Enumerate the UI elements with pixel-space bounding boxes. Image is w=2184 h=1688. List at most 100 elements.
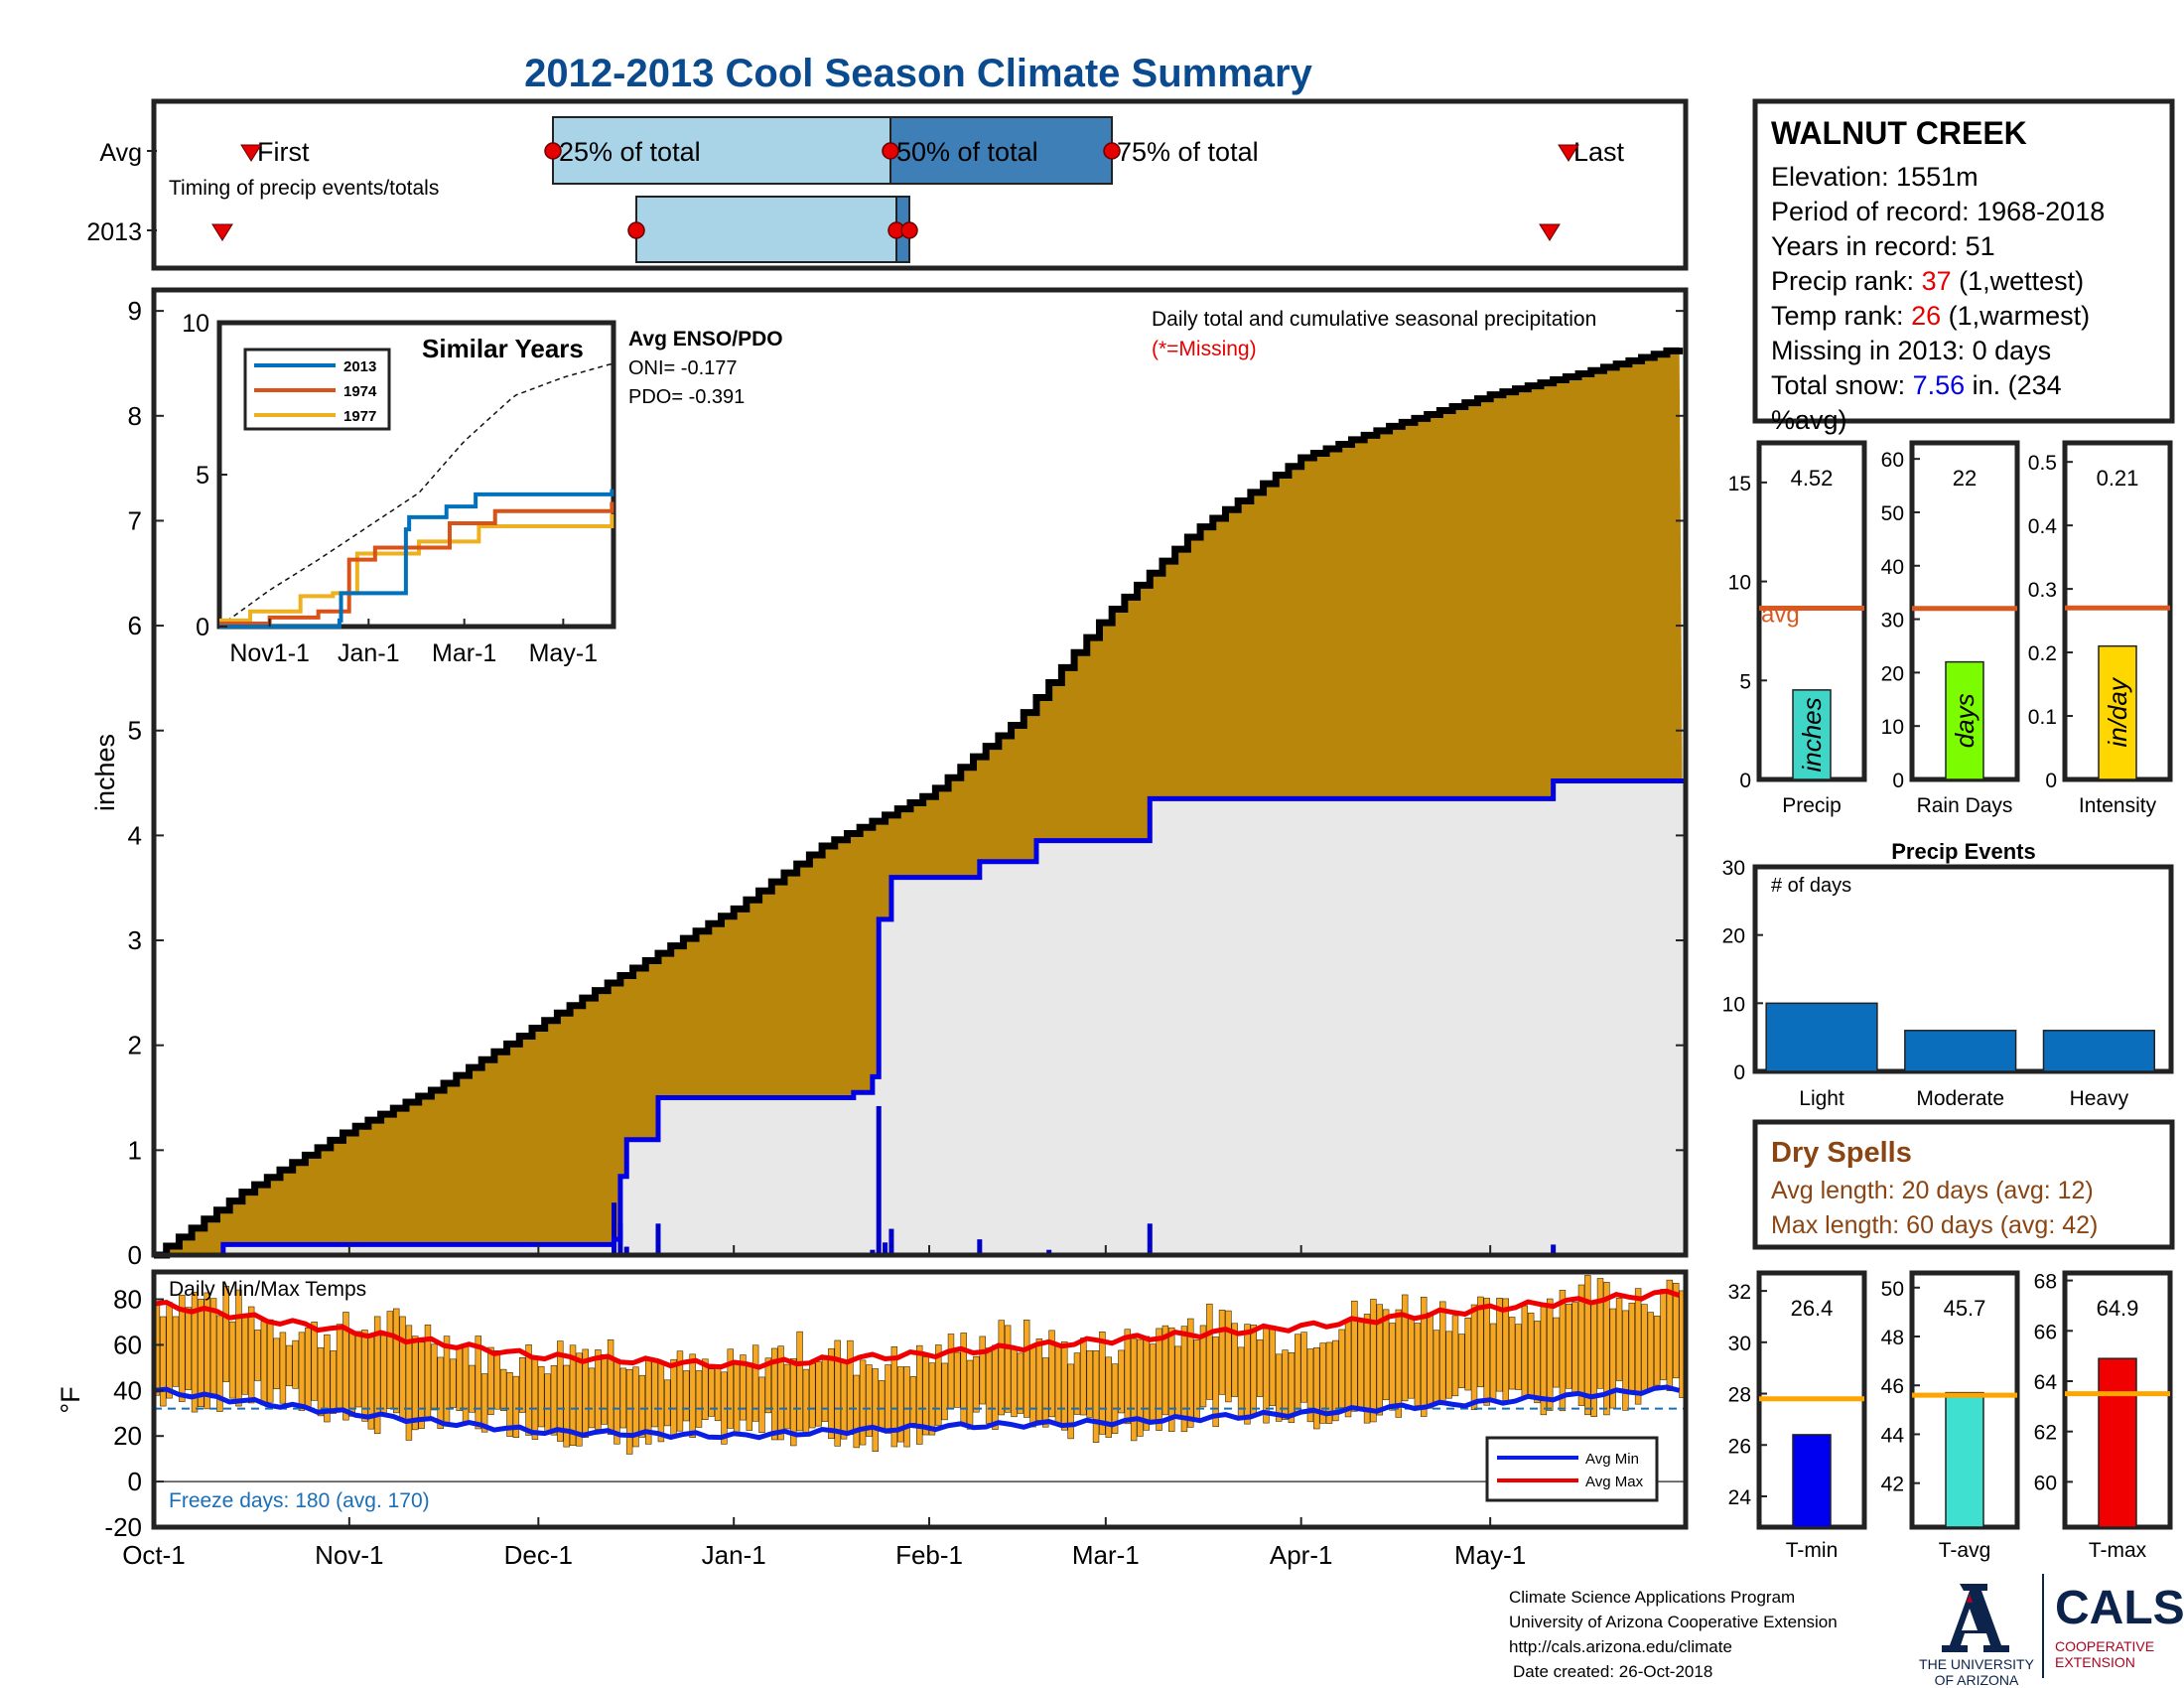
precip-bar-panel: inches avg 4.52 Precip 0 5 10 15 bbox=[1728, 440, 1867, 817]
temp-day-bar bbox=[1143, 1336, 1151, 1431]
main-y-tick-label: 1 bbox=[128, 1135, 142, 1165]
daily-bar bbox=[623, 1246, 629, 1255]
temp-day-bar bbox=[872, 1368, 880, 1452]
temp-day-bar bbox=[557, 1340, 564, 1442]
temp-day-bar bbox=[266, 1319, 274, 1403]
intensity-bar-panel-tick-label: 0.2 bbox=[2028, 642, 2057, 665]
raindays-bar-panel-tick-label: 0 bbox=[1892, 770, 1904, 792]
temp-day-bar bbox=[1521, 1305, 1529, 1398]
temp-day-bar bbox=[512, 1375, 520, 1439]
tavg-bar-panel-tick-label: 44 bbox=[1881, 1424, 1905, 1447]
temp-day-bar bbox=[1295, 1334, 1301, 1415]
tmin-bar-panel-label: T-min bbox=[1786, 1539, 1839, 1562]
temp-day-bar bbox=[828, 1347, 835, 1440]
temp-day-bar bbox=[191, 1292, 199, 1413]
precip-bar-panel-tick-label: 15 bbox=[1728, 473, 1751, 495]
tmax-bar-panel-tick-label: 60 bbox=[2034, 1472, 2057, 1494]
temp-day-bar bbox=[1306, 1348, 1314, 1423]
raindays-bar-panel-unit: days bbox=[1950, 693, 1979, 748]
temp-day-bar bbox=[493, 1350, 501, 1410]
temp-day-bar bbox=[1421, 1296, 1428, 1417]
timing-row-2013: 2013 bbox=[86, 218, 142, 246]
main-y-tick-label: 7 bbox=[128, 505, 142, 535]
temp-day-bar bbox=[625, 1368, 633, 1455]
temp-day-bar bbox=[941, 1362, 948, 1421]
temp-day-bar bbox=[695, 1370, 703, 1428]
footer: Climate Science Applications Program Uni… bbox=[1509, 1574, 2184, 1688]
temp-day-bar bbox=[896, 1366, 904, 1443]
y2013-cumulative-area bbox=[154, 780, 1686, 1255]
temp-day-bar bbox=[1118, 1349, 1125, 1414]
temps-x-tick-label: Dec-1 bbox=[504, 1540, 573, 1570]
temp-day-bar bbox=[373, 1316, 381, 1435]
temp-day-bar bbox=[1647, 1312, 1655, 1390]
temp-day-bar bbox=[418, 1341, 425, 1429]
tmin-bar-panel-bar bbox=[1792, 1434, 1832, 1528]
station-info: WALNUT CREEK Elevation: 1551m Period of … bbox=[1752, 98, 2175, 435]
temp-day-bar bbox=[638, 1374, 646, 1438]
temp-day-bar bbox=[1319, 1342, 1326, 1424]
temp-day-bar bbox=[746, 1362, 753, 1431]
main-y-tick-label: 5 bbox=[128, 716, 142, 746]
temp-day-bar bbox=[1011, 1346, 1018, 1418]
temp-day-bar bbox=[1515, 1324, 1522, 1390]
temp-day-bar bbox=[1156, 1328, 1162, 1431]
temp-day-bar bbox=[1508, 1317, 1516, 1390]
temp-day-bar bbox=[733, 1360, 741, 1434]
station-snow-pct: %avg) bbox=[1771, 405, 1847, 435]
temp-day-bar bbox=[601, 1354, 608, 1425]
inset-y-tick-label: 10 bbox=[182, 310, 209, 338]
temp-day-bar bbox=[928, 1362, 936, 1436]
temps-x-tick-label: Feb-1 bbox=[895, 1540, 963, 1570]
footer-line4: Date created: 26-Oct-2018 bbox=[1513, 1662, 1712, 1681]
timing-label-25: 25% of total bbox=[559, 137, 701, 167]
intensity-bar-panel-tick-label: 0.1 bbox=[2028, 706, 2057, 729]
station-years: Years in record: 51 bbox=[1771, 231, 1995, 261]
temp-day-bar bbox=[1408, 1318, 1415, 1399]
daily-bar bbox=[612, 1202, 617, 1255]
temp-day-bar bbox=[1168, 1327, 1175, 1432]
station-precip-rank: Precip rank: 37 (1,wettest) bbox=[1771, 266, 2084, 296]
temp-day-bar bbox=[1004, 1325, 1012, 1413]
enso-oni: ONI= -0.177 bbox=[628, 357, 738, 379]
temp-day-bar bbox=[550, 1364, 558, 1436]
temp-day-bar bbox=[273, 1337, 280, 1390]
ua-a-mark bbox=[1942, 1584, 2009, 1652]
daily-bar bbox=[977, 1239, 983, 1255]
temp-day-bar bbox=[885, 1364, 891, 1434]
dry-title: Dry Spells bbox=[1771, 1137, 1912, 1169]
event-label: Moderate bbox=[1916, 1087, 2004, 1110]
temp-day-bar bbox=[166, 1302, 173, 1399]
temp-day-bar bbox=[531, 1357, 539, 1440]
daily-bar bbox=[888, 1228, 894, 1255]
temp-day-bar bbox=[607, 1338, 614, 1435]
raindays-bar-panel: days 22 Rain Days 0 10 20 30 40 50 60 bbox=[1881, 440, 2020, 817]
temp-day-bar bbox=[254, 1330, 261, 1381]
temp-day-bar bbox=[1105, 1356, 1112, 1438]
tavg-bar-panel-tick-label: 50 bbox=[1881, 1278, 1904, 1301]
temp-day-bar bbox=[676, 1350, 684, 1432]
temp-day-bar bbox=[324, 1334, 331, 1423]
temp-day-bar bbox=[1300, 1332, 1307, 1403]
avg-75-marker bbox=[1103, 142, 1121, 160]
temp-day-bar bbox=[878, 1380, 886, 1429]
temp-day-bar bbox=[922, 1356, 929, 1436]
temp-day-bar bbox=[973, 1355, 980, 1413]
temp-day-bar bbox=[1666, 1279, 1674, 1391]
timing-caption: Timing of precip events/totals bbox=[169, 177, 439, 200]
intensity-bar-panel-label: Intensity bbox=[2079, 794, 2157, 817]
temp-day-bar bbox=[1029, 1346, 1036, 1428]
temp-day-bar bbox=[330, 1350, 337, 1414]
events-title: Precip Events bbox=[1891, 839, 2036, 864]
precip-bar-panel-tick-label: 0 bbox=[1739, 770, 1751, 792]
temp-day-bar bbox=[235, 1289, 242, 1407]
intensity-bar-panel-unit: in/day bbox=[2103, 676, 2132, 747]
timing-label-50: 50% of total bbox=[896, 137, 1038, 167]
temps-chart: Daily Min/Max Temps Freeze days: 180 (av… bbox=[56, 1245, 1689, 1570]
inset-x-tick-label: May-1 bbox=[529, 639, 598, 667]
raindays-bar-panel-bar bbox=[1945, 660, 1984, 780]
temp-day-bar bbox=[1351, 1300, 1358, 1412]
station-period: Period of record: 1968-2018 bbox=[1771, 197, 2105, 226]
temp-day-bar bbox=[966, 1359, 974, 1430]
temp-day-bar bbox=[1344, 1321, 1352, 1418]
